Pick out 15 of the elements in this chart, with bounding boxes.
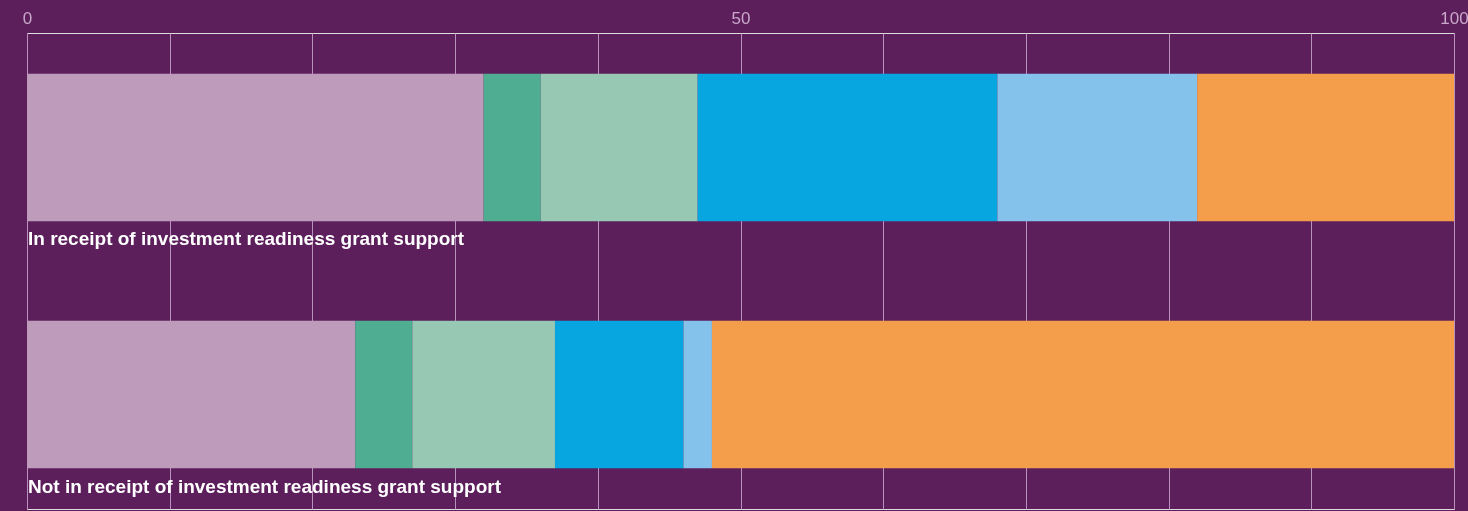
bar	[554, 320, 684, 469]
bar	[1197, 73, 1454, 222]
x-tick-label: 0	[22, 8, 33, 28]
bar	[997, 73, 1198, 222]
bar	[683, 320, 712, 469]
x-tick-label: 50	[731, 8, 751, 28]
y-tick-label: Not in receipt of investment readiness grant support	[28, 475, 502, 497]
bar	[412, 320, 555, 469]
bar	[697, 73, 998, 222]
x-tick-label: 100	[1440, 8, 1468, 28]
bar	[711, 320, 1454, 469]
bar	[355, 320, 413, 469]
y-tick-label: In receipt of investment readiness grant support	[28, 228, 465, 250]
bar	[483, 73, 541, 222]
bar	[540, 73, 698, 222]
